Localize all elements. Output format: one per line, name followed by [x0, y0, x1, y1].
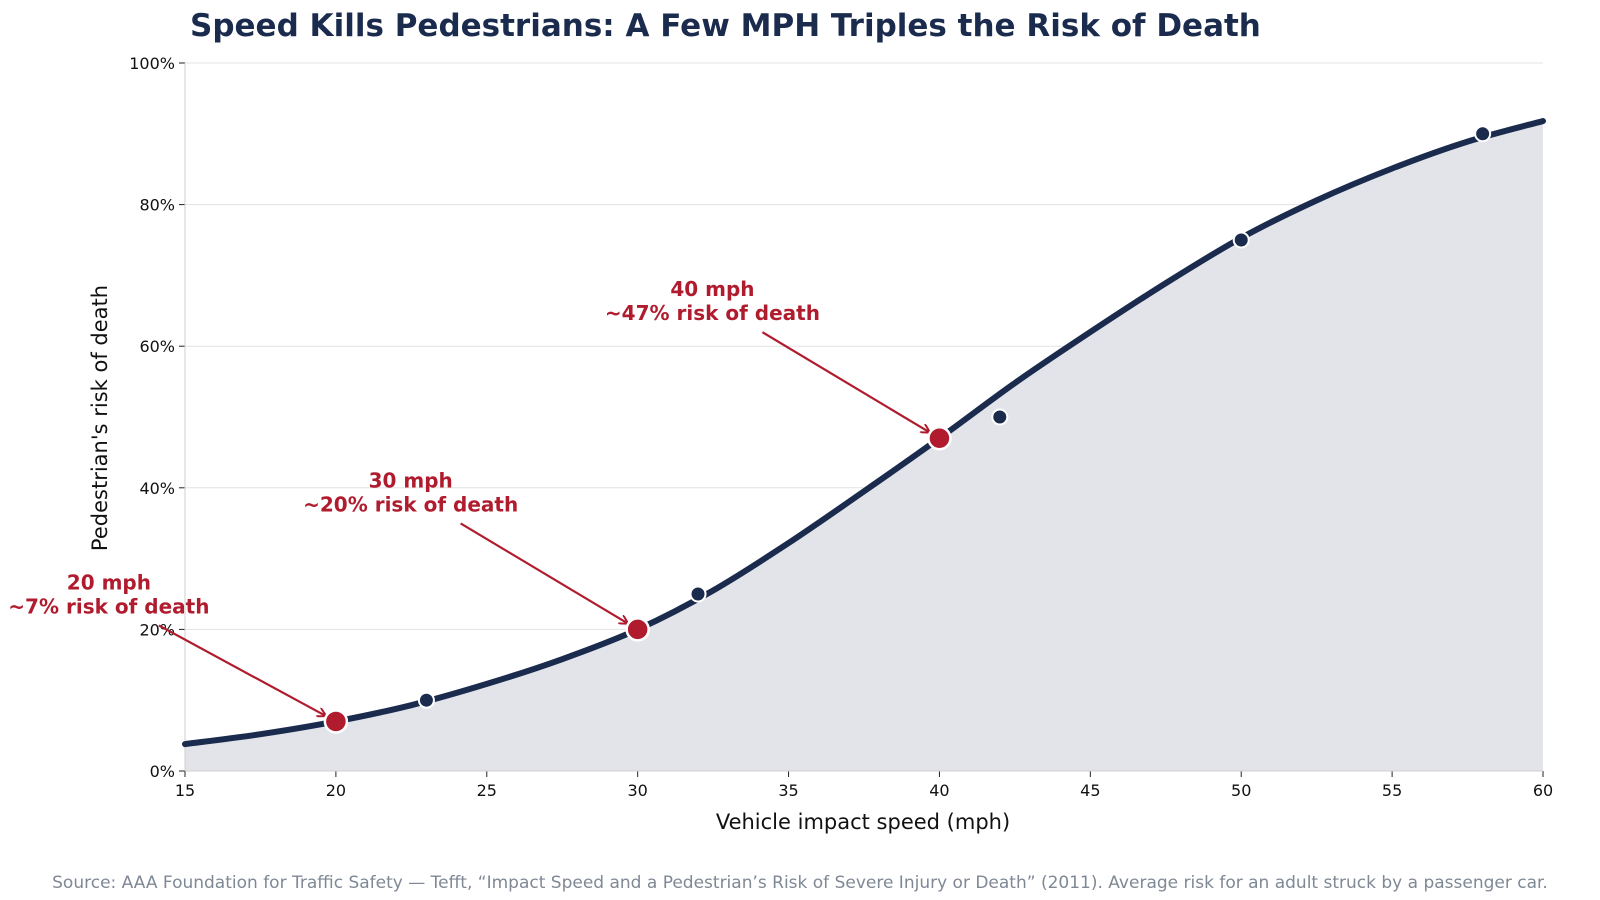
observed-point — [1232, 231, 1250, 249]
axis-layer: 0% 20% 40% 60% 80% 100% 15 20 25 30 35 40 45 50 55 60 — [129, 54, 1553, 800]
area-layer — [185, 121, 1543, 771]
observed-point — [991, 408, 1009, 426]
chart-title: Speed Kills Pedestrians: A Few MPH Tripl… — [190, 8, 1261, 44]
y-tick-label: 40% — [139, 479, 175, 498]
annotation-risk-label: ~47% risk of death — [605, 301, 820, 325]
observed-point — [689, 585, 707, 603]
risk-curve — [182, 118, 1546, 748]
x-tick-label: 50 — [1231, 781, 1251, 800]
annotation-arrow — [761, 331, 929, 432]
annotation-layer: 20 mph~7% risk of death 30 mph~20% risk o… — [8, 277, 929, 715]
highlight-point — [927, 425, 952, 451]
annotation-arrow — [158, 624, 325, 715]
annotation-speed-label: 20 mph — [67, 570, 151, 594]
annotation-speed-label: 40 mph — [670, 277, 754, 301]
observed-point — [1474, 125, 1492, 143]
y-tick-label: 60% — [139, 337, 175, 356]
annotation-risk-label: ~20% risk of death — [303, 492, 518, 516]
observed-point — [417, 691, 435, 709]
x-tick-label: 60 — [1533, 781, 1553, 800]
x-tick-label: 30 — [627, 781, 647, 800]
point-layer — [323, 125, 1492, 734]
y-axis-label: Pedestrian's risk of death — [88, 285, 112, 551]
annotation-arrow — [460, 522, 628, 623]
y-tick-label: 100% — [129, 54, 175, 73]
highlight-point — [625, 617, 650, 642]
line-layer — [182, 118, 1546, 748]
x-tick-label: 45 — [1080, 781, 1100, 800]
risk-area — [185, 121, 1543, 771]
y-tick-label: 80% — [139, 196, 175, 215]
x-tick-label: 40 — [929, 781, 949, 800]
x-tick-label: 35 — [778, 781, 798, 800]
source-note: Source: AAA Foundation for Traffic Safet… — [52, 873, 1548, 893]
annotation-risk-label: ~7% risk of death — [8, 594, 209, 618]
x-tick-label: 20 — [326, 781, 346, 800]
x-tick-label: 15 — [175, 781, 195, 800]
y-tick-label: 20% — [139, 620, 175, 639]
x-tick-label: 25 — [477, 781, 497, 800]
x-axis-label: Vehicle impact speed (mph) — [716, 810, 1010, 834]
highlight-point — [323, 709, 349, 734]
annotation-speed-label: 30 mph — [369, 468, 453, 492]
x-tick-label: 55 — [1382, 781, 1402, 800]
y-tick-label: 0% — [150, 762, 175, 781]
